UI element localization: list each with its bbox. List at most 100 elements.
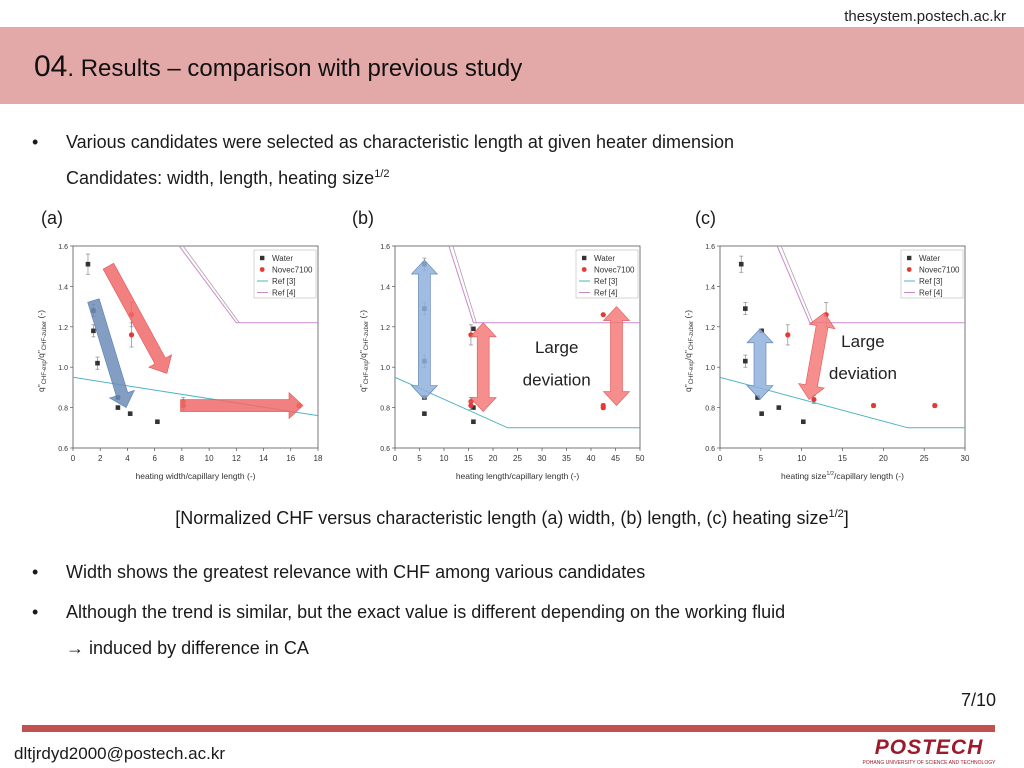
- water-point: [801, 419, 806, 425]
- x-tick-label: 20: [489, 454, 498, 463]
- y-tick-label: 1.6: [705, 244, 715, 251]
- figure-caption: [Normalized CHF versus characteristic le…: [0, 508, 1024, 529]
- footer-line: [22, 725, 995, 732]
- ref4-line-secondary: [182, 246, 240, 323]
- x-tick-label: 30: [961, 454, 970, 463]
- bullet-width-relevance: Width shows the greatest relevance with …: [66, 562, 646, 582]
- y-tick-label: 0.6: [705, 446, 715, 453]
- x-tick-label: 50: [636, 454, 645, 463]
- x-tick-label: 25: [920, 454, 929, 463]
- title-text: . Results – comparison with previous stu…: [67, 55, 523, 82]
- caption-sup: 1/2: [828, 508, 844, 520]
- deviation-arrow-blue: [87, 298, 135, 409]
- y-tick-label: 1.4: [58, 284, 68, 291]
- y-tick-label: 1.6: [380, 244, 390, 251]
- y-axis-label-sub: CHF-exp: [364, 360, 370, 385]
- x-tick-label: 15: [838, 454, 847, 463]
- ref4-line-secondary: [780, 246, 814, 323]
- y-tick-label: 0.6: [58, 446, 68, 453]
- x-tick-label: 20: [879, 454, 888, 463]
- y-axis-label-sub: CHF-zuber: [364, 321, 370, 350]
- legend-label: Ref [4]: [594, 289, 618, 298]
- x-tick-label: 10: [797, 454, 806, 463]
- novec-point: [932, 402, 938, 409]
- x-tick-label: 5: [417, 454, 422, 463]
- x-tick-label: 40: [587, 454, 596, 463]
- x-tick-label: 35: [562, 454, 571, 463]
- x-tick-label: 30: [538, 454, 547, 463]
- water-point: [738, 261, 744, 267]
- ref4-line: [448, 246, 640, 324]
- novec-point: [785, 332, 791, 338]
- chart-heating-size: 0 5 10 15 20 25 30 0.6 0.8 1.0 1.2 1.4 1.6 heating si…: [683, 244, 970, 481]
- y-axis-label-q: q": [36, 384, 46, 392]
- section-number: 04: [34, 50, 68, 83]
- y-axis-label-unit: (-): [358, 310, 368, 321]
- x-tick-label: 10: [205, 454, 214, 463]
- y-tick-label: 1.0: [58, 365, 68, 372]
- legend-label: Water: [272, 254, 293, 263]
- legend-marker-novec: [259, 267, 265, 272]
- legend-label: Novec7100: [594, 266, 635, 275]
- plot-area: [720, 246, 965, 429]
- x-tick-label: 2: [98, 454, 103, 463]
- deviation-arrow-red: [602, 306, 631, 407]
- slide-title: 04. Results – comparison with previous s…: [34, 50, 522, 84]
- novec-point: [128, 332, 135, 338]
- y-tick-label: 1.0: [380, 365, 390, 372]
- annotation-deviation: deviation: [829, 364, 897, 383]
- y-tick-label: 0.8: [58, 406, 68, 413]
- y-axis-label-slash: /q": [683, 350, 693, 360]
- legend-label: Ref [3]: [272, 277, 296, 286]
- x-tick-label: 14: [259, 454, 268, 463]
- annotation-deviation: deviation: [523, 370, 591, 389]
- title-bar: [0, 27, 1024, 104]
- y-axis-label-sub: CHF-exp: [42, 360, 48, 385]
- y-tick-label: 1.2: [58, 325, 68, 332]
- x-tick-label: 0: [71, 454, 76, 463]
- x-axis-label: heating width/capillary length (-): [135, 471, 255, 481]
- y-tick-label: 1.2: [380, 325, 390, 332]
- novec-point: [600, 312, 606, 318]
- water-point: [95, 360, 100, 366]
- novec-point: [870, 402, 877, 409]
- x-tick-label: 45: [611, 454, 620, 463]
- x-tick-label: 12: [232, 454, 241, 463]
- bullet-marker: •: [32, 562, 39, 582]
- x-tick-label: 10: [440, 454, 449, 463]
- ref4-line: [178, 246, 318, 324]
- legend-marker-novec: [906, 267, 912, 272]
- bullet-marker: •: [32, 132, 39, 152]
- x-axis-label: heating size1/2/capillary length (-): [781, 471, 904, 481]
- y-tick-label: 0.8: [380, 406, 390, 413]
- deviation-arrow-blue: [410, 259, 439, 400]
- annotation-large: Large: [841, 332, 884, 351]
- legend-label: Ref [4]: [272, 289, 296, 298]
- y-tick-label: 1.0: [705, 365, 715, 372]
- candidates-line: Candidates: width, length, heating size1…: [66, 168, 390, 189]
- x-tick-label: 0: [393, 454, 398, 463]
- x-axis-label-end: /capillary length (-): [834, 471, 904, 481]
- legend-marker-novec: [581, 267, 587, 272]
- water-point: [422, 411, 427, 416]
- y-tick-label: 1.4: [380, 284, 390, 291]
- ref3-line: [720, 376, 965, 429]
- panel-label-b: (b): [352, 208, 374, 228]
- legend-label: Ref [4]: [919, 289, 943, 298]
- caption-end: ]: [843, 508, 849, 528]
- water-point: [776, 405, 782, 410]
- water-point: [471, 405, 476, 410]
- ref4-line-secondary: [452, 246, 477, 323]
- annotation-large: Large: [535, 338, 578, 357]
- x-axis-label-text: heating size: [781, 471, 827, 481]
- x-tick-label: 18: [314, 454, 323, 463]
- panel-label-a: (a): [41, 208, 63, 228]
- legend-label: Water: [594, 254, 615, 263]
- candidates-text: Candidates: width, length, heating size: [66, 168, 375, 188]
- y-tick-label: 1.4: [705, 284, 715, 291]
- water-point: [743, 358, 748, 364]
- novec-point: [468, 402, 474, 409]
- y-axis-label-q: q": [358, 384, 368, 392]
- novec-point: [811, 396, 817, 403]
- water-point: [471, 419, 476, 425]
